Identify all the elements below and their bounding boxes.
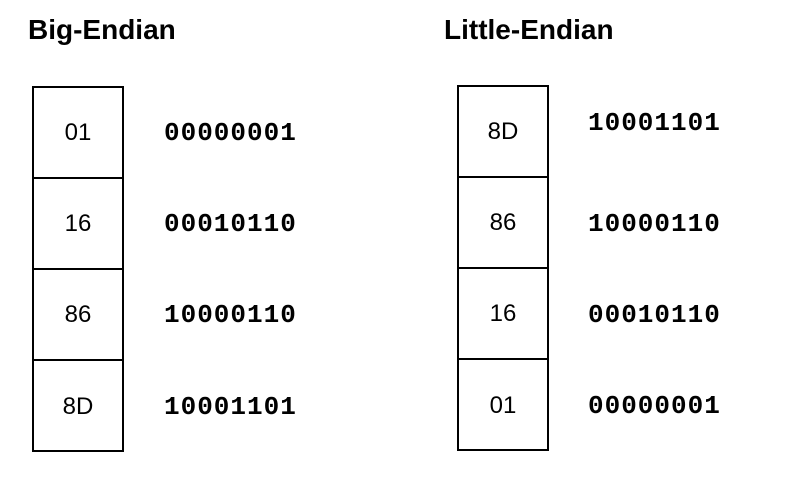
big-endian-title: Big-Endian — [28, 14, 176, 45]
little-endian-title: Little-Endian — [444, 14, 614, 45]
little-endian-byte-2-binary: 00010110 — [588, 300, 721, 330]
big-endian-byte-0-binary: 00000001 — [164, 118, 297, 148]
big-endian-byte-2-binary: 10000110 — [164, 300, 297, 330]
little-endian-byte-0-binary: 10001101 — [588, 108, 721, 138]
big-endian-byte-0-hex: 01 — [34, 88, 122, 179]
big-endian-byte-1-binary: 00010110 — [164, 209, 297, 239]
little-endian-byte-0-hex: 8D — [459, 87, 547, 178]
little-endian-byte-1-binary: 10000110 — [588, 209, 721, 239]
big-endian-memory-column: 01 16 86 8D — [32, 86, 124, 452]
big-endian-byte-1-hex: 16 — [34, 179, 122, 270]
little-endian-byte-1-hex: 86 — [459, 178, 547, 269]
little-endian-memory-column: 8D 86 16 01 — [457, 85, 549, 451]
little-endian-byte-3-hex: 01 — [489, 392, 517, 419]
little-endian-byte-3-binary: 00000001 — [588, 391, 721, 421]
big-endian-byte-3-hex: 8D — [62, 393, 94, 420]
little-endian-byte-2-hex: 16 — [459, 269, 547, 360]
big-endian-byte-3-binary: 10001101 — [164, 392, 297, 422]
big-endian-byte-2-hex: 86 — [34, 270, 122, 361]
